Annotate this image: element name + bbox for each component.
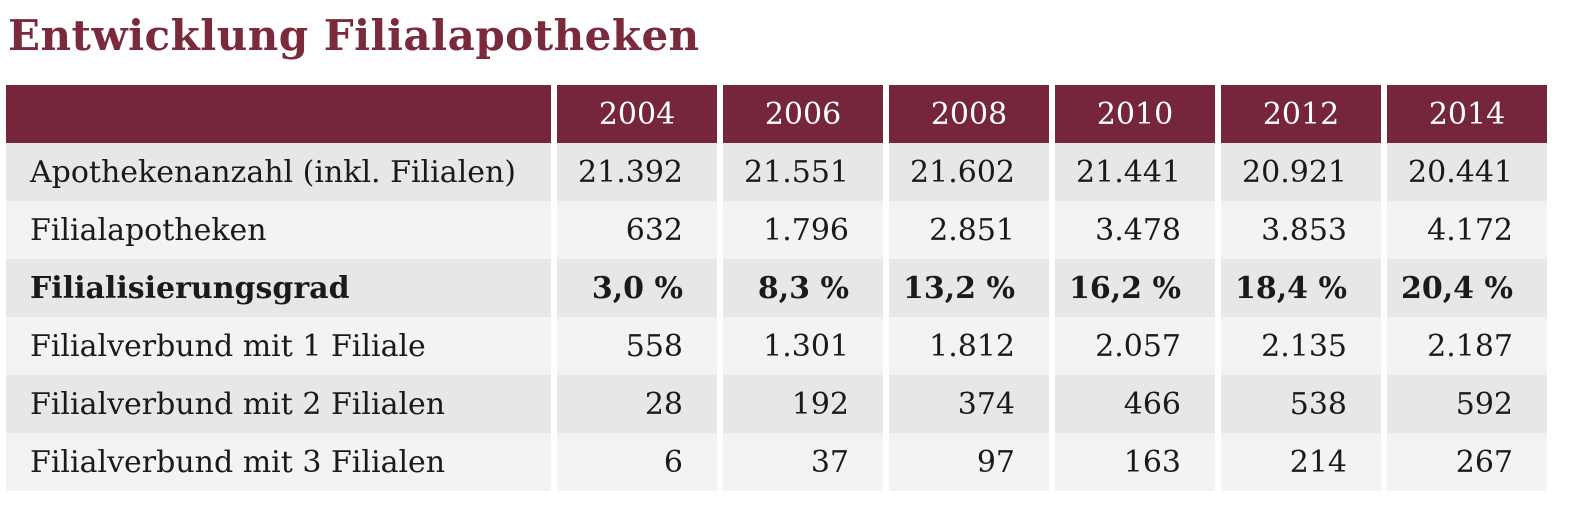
table-row: Filialisierungsgrad 3,0 % 8,3 % 13,2 % 1… bbox=[6, 259, 1547, 317]
column-header: 2008 bbox=[889, 85, 1049, 143]
table-cell: 3.853 bbox=[1221, 201, 1381, 259]
table-cell: 20.441 bbox=[1387, 143, 1547, 201]
row-label: Filialverbund mit 1 Filiale bbox=[6, 317, 551, 375]
header-corner-cell bbox=[6, 85, 551, 143]
row-label: Filialverbund mit 3 Filialen bbox=[6, 433, 551, 491]
column-header: 2012 bbox=[1221, 85, 1381, 143]
chart-title: Entwicklung Filialapotheken bbox=[8, 11, 700, 60]
table-row: Apothekenanzahl (inkl. Filialen) 21.392 … bbox=[6, 143, 1547, 201]
table-cell: 632 bbox=[557, 201, 717, 259]
table-cell: 20,4 % bbox=[1387, 259, 1547, 317]
table-cell: 1.796 bbox=[723, 201, 883, 259]
table-cell: 374 bbox=[889, 375, 1049, 433]
table-cell: 21.602 bbox=[889, 143, 1049, 201]
table-cell: 2.057 bbox=[1055, 317, 1215, 375]
table-cell: 558 bbox=[557, 317, 717, 375]
table-cell: 3.478 bbox=[1055, 201, 1215, 259]
table-cell: 28 bbox=[557, 375, 717, 433]
row-label: Filialverbund mit 2 Filialen bbox=[6, 375, 551, 433]
table-row: Filialapotheken 632 1.796 2.851 3.478 3.… bbox=[6, 201, 1547, 259]
table-cell: 18,4 % bbox=[1221, 259, 1381, 317]
table-cell: 1.301 bbox=[723, 317, 883, 375]
row-label: Apothekenanzahl (inkl. Filialen) bbox=[6, 143, 551, 201]
row-label: Filialisierungsgrad bbox=[6, 259, 551, 317]
table-cell: 192 bbox=[723, 375, 883, 433]
table-cell: 2.851 bbox=[889, 201, 1049, 259]
table-row: Filialverbund mit 2 Filialen 28 192 374 … bbox=[6, 375, 1547, 433]
table-cell: 6 bbox=[557, 433, 717, 491]
table-cell: 21.392 bbox=[557, 143, 717, 201]
table-cell: 214 bbox=[1221, 433, 1381, 491]
table-cell: 13,2 % bbox=[889, 259, 1049, 317]
table-cell: 466 bbox=[1055, 375, 1215, 433]
row-label: Filialapotheken bbox=[6, 201, 551, 259]
table-cell: 538 bbox=[1221, 375, 1381, 433]
table-cell: 4.172 bbox=[1387, 201, 1547, 259]
data-table: 2004 2006 2008 2010 2012 2014 Apothekena… bbox=[0, 85, 1553, 491]
column-header: 2010 bbox=[1055, 85, 1215, 143]
column-header: 2004 bbox=[557, 85, 717, 143]
table-cell: 163 bbox=[1055, 433, 1215, 491]
table-cell: 267 bbox=[1387, 433, 1547, 491]
table-cell: 37 bbox=[723, 433, 883, 491]
table-cell: 592 bbox=[1387, 375, 1547, 433]
table-cell: 8,3 % bbox=[723, 259, 883, 317]
table-cell: 16,2 % bbox=[1055, 259, 1215, 317]
column-header: 2006 bbox=[723, 85, 883, 143]
table-cell: 97 bbox=[889, 433, 1049, 491]
table-row: Filialverbund mit 1 Filiale 558 1.301 1.… bbox=[6, 317, 1547, 375]
table-cell: 1.812 bbox=[889, 317, 1049, 375]
header-row: 2004 2006 2008 2010 2012 2014 bbox=[6, 85, 1547, 143]
table-cell: 21.551 bbox=[723, 143, 883, 201]
table-cell: 3,0 % bbox=[557, 259, 717, 317]
table-cell: 20.921 bbox=[1221, 143, 1381, 201]
table-cell: 2.187 bbox=[1387, 317, 1547, 375]
table-row: Filialverbund mit 3 Filialen 6 37 97 163… bbox=[6, 433, 1547, 491]
column-header: 2014 bbox=[1387, 85, 1547, 143]
table-cell: 2.135 bbox=[1221, 317, 1381, 375]
table-cell: 21.441 bbox=[1055, 143, 1215, 201]
